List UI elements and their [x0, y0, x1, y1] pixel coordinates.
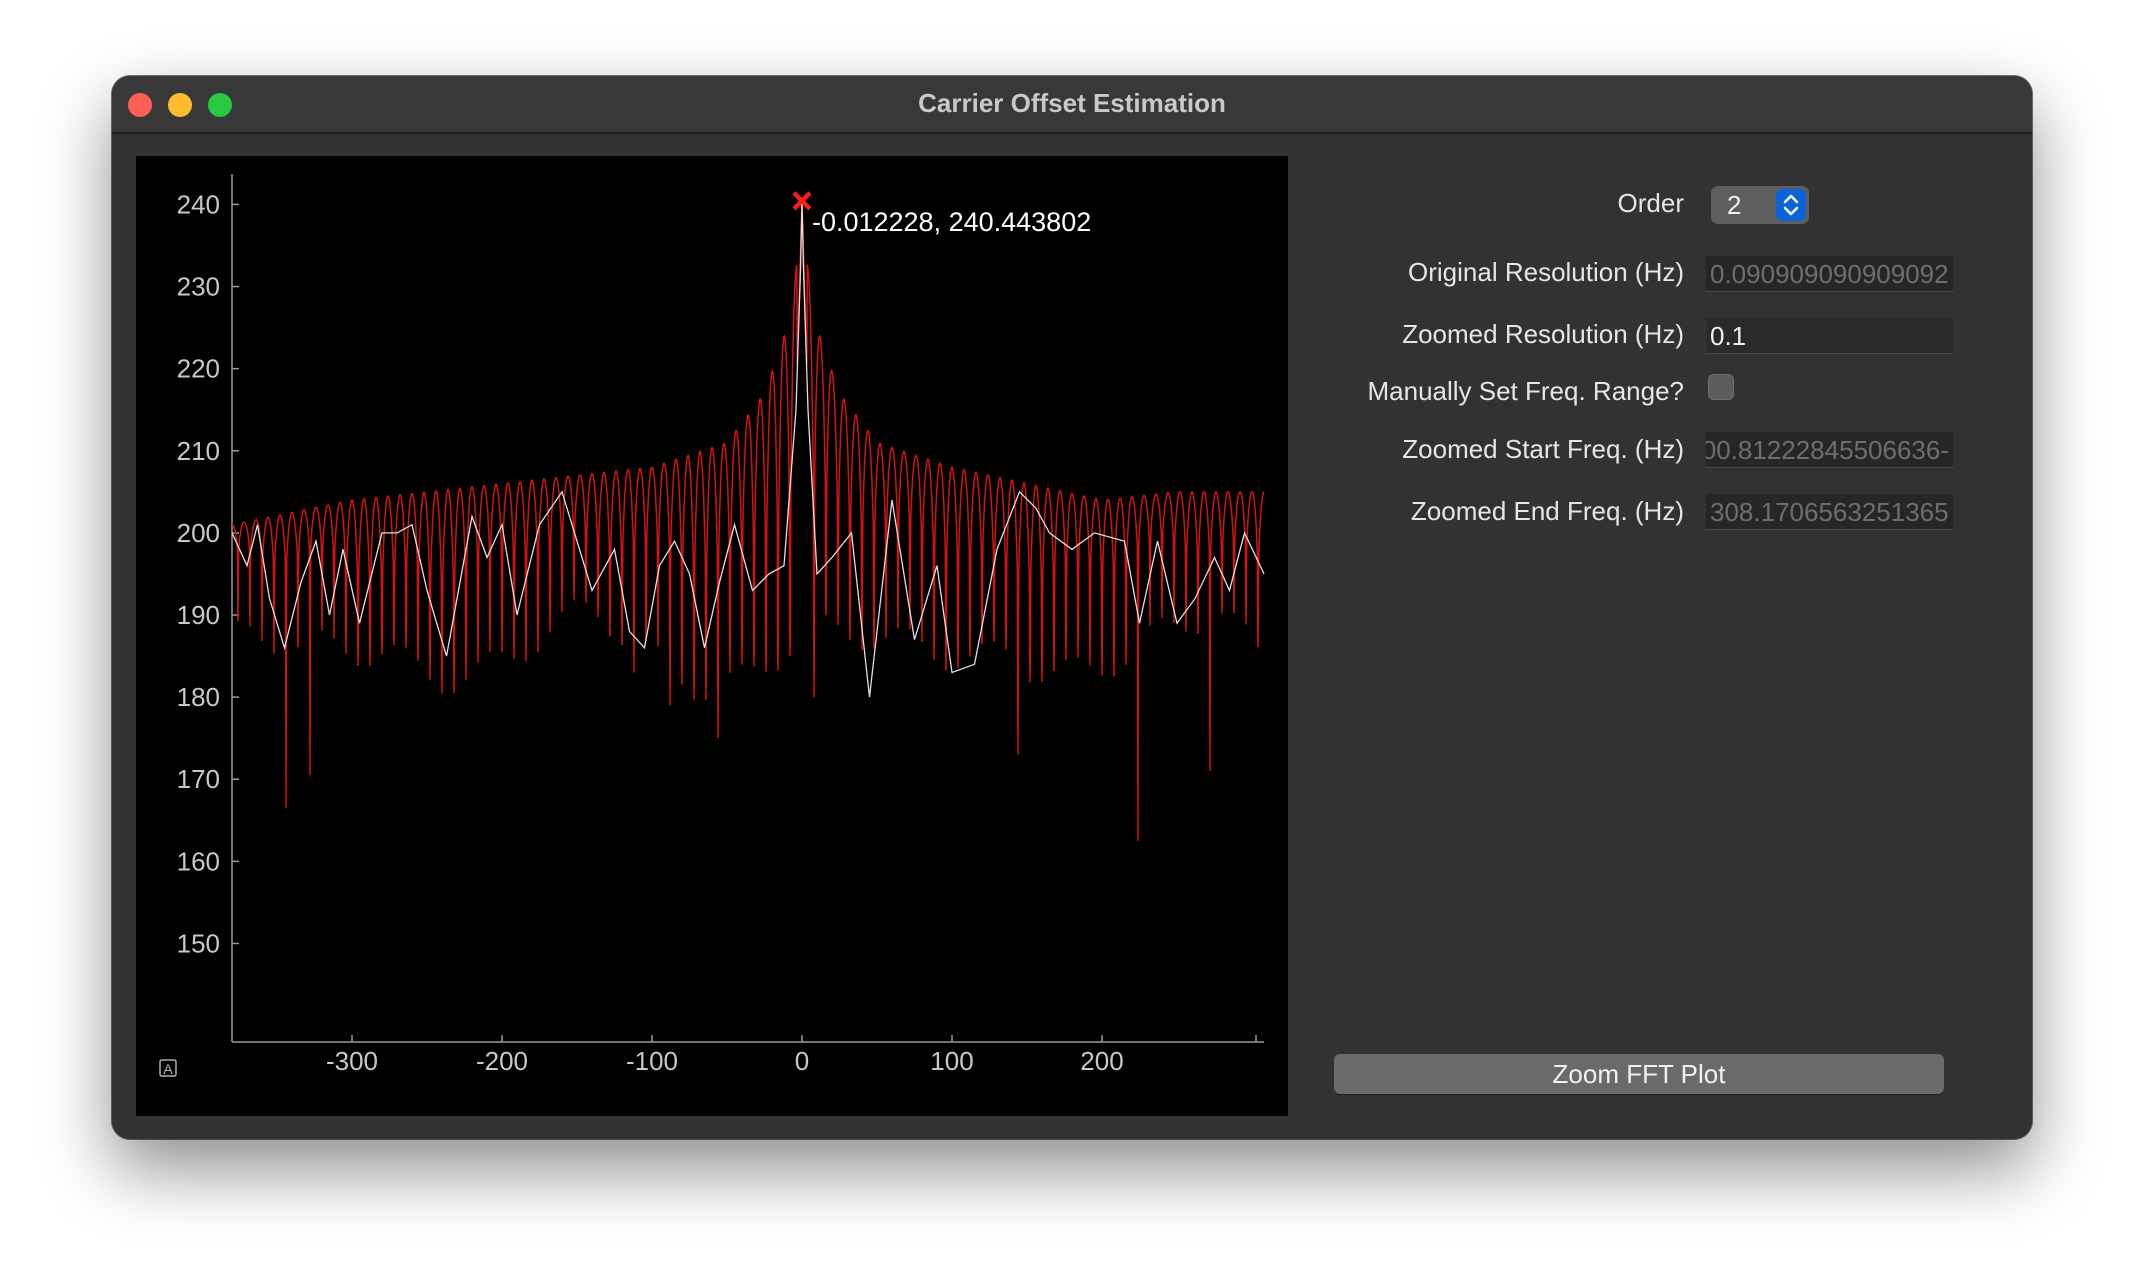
- manual-range-checkbox[interactable]: [1708, 374, 1734, 400]
- x-tick-label: 100: [930, 1046, 973, 1076]
- fft-trace-white: [231, 200, 1265, 698]
- updown-arrows-icon: [1776, 189, 1806, 221]
- zoomed-start-label: Zoomed Start Freq. (Hz): [1402, 434, 1684, 464]
- zoom-fft-plot-button[interactable]: Zoom FFT Plot: [1334, 1054, 1944, 1094]
- minimize-window-button[interactable]: [168, 93, 192, 117]
- y-tick-label: 200: [177, 518, 220, 548]
- peak-marker-icon: [792, 191, 812, 211]
- zoomed-start-field: -300.81222845506636: [1706, 432, 1953, 468]
- y-tick-label: 150: [177, 928, 220, 958]
- x-tick-label: -100: [626, 1046, 678, 1076]
- close-window-button[interactable]: [128, 93, 152, 117]
- y-tick-label: 190: [177, 600, 220, 630]
- x-tick-label: -200: [476, 1046, 528, 1076]
- zoomed-end-label: Zoomed End Freq. (Hz): [1410, 496, 1684, 526]
- y-tick-label: 230: [177, 272, 220, 302]
- maximize-window-button[interactable]: [208, 93, 232, 117]
- y-tick-label: 220: [177, 354, 220, 384]
- y-tick-label: 170: [177, 764, 220, 794]
- y-tick-label: 240: [177, 189, 220, 219]
- peak-label: -0.012228, 240.443802: [812, 207, 1091, 237]
- manual-range-label: Manually Set Freq. Range?: [1367, 376, 1684, 406]
- autoscale-button[interactable]: [159, 1059, 177, 1077]
- x-tick-label: 0: [795, 1046, 809, 1076]
- autoscale-label: A: [163, 1061, 173, 1077]
- fft-plot-canvas[interactable]: 150 160 170 180 190 200 210 220 230 240 -300 -200 -1…: [136, 156, 1288, 1116]
- original-resolution-label: Original Resolution (Hz): [1408, 257, 1684, 287]
- order-select[interactable]: 2: [1711, 186, 1809, 224]
- window-title: Carrier Offset Estimation: [918, 88, 1226, 118]
- fft-plot[interactable]: 150 160 170 180 190 200 210 220 230 240 -300 -200 -1…: [136, 156, 1288, 1116]
- order-value: 2: [1727, 190, 1742, 220]
- app-window: Carrier Offset Estimation 150 160 170 180 19…: [112, 76, 2032, 1139]
- zoomed-end-field: 308.1706563251365: [1706, 494, 1953, 530]
- zoomed-resolution-input[interactable]: 0.1: [1706, 318, 1953, 354]
- x-tick-label: 200: [1080, 1046, 1123, 1076]
- y-tick-label: 210: [177, 436, 220, 466]
- y-tick-label: 180: [177, 682, 220, 712]
- y-tick-label: 160: [177, 846, 220, 876]
- original-resolution-field: 0.090909090909092: [1706, 256, 1953, 292]
- order-label: Order: [1617, 188, 1684, 218]
- title-bar[interactable]: Carrier Offset Estimation: [112, 76, 2032, 134]
- zoomed-resolution-label: Zoomed Resolution (Hz): [1402, 319, 1684, 349]
- x-tick-label: -300: [326, 1046, 378, 1076]
